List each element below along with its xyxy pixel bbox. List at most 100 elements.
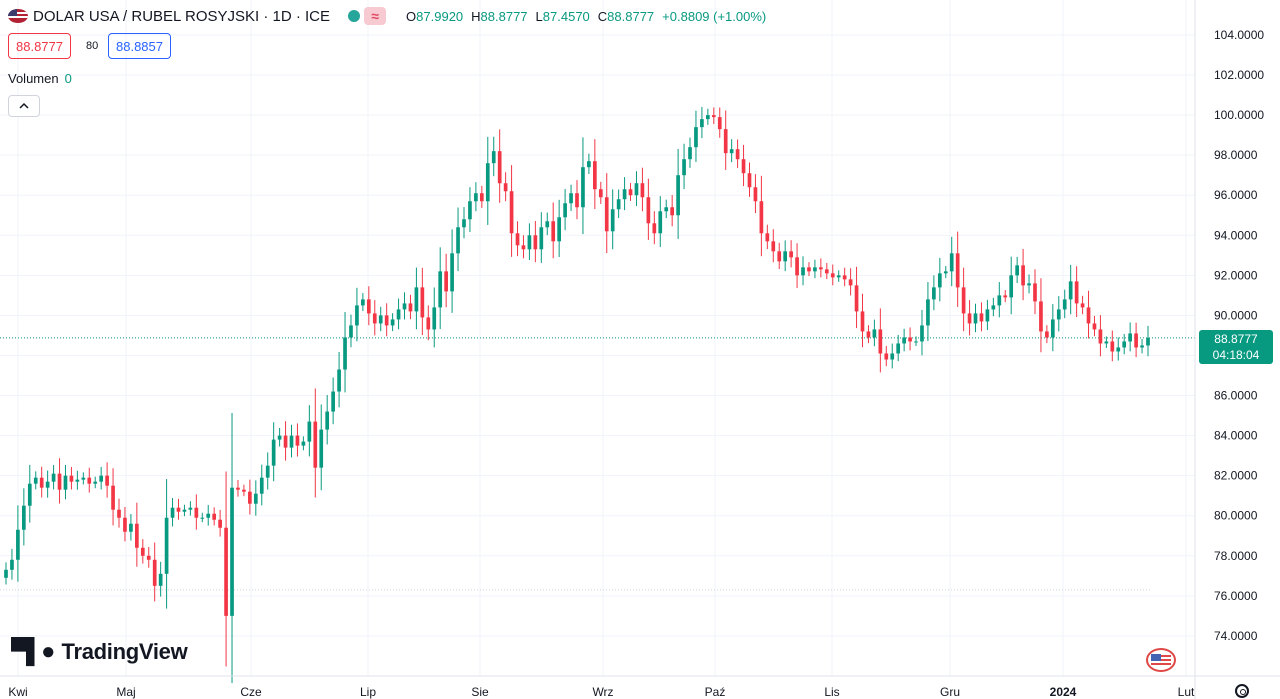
candle-body	[242, 489, 246, 492]
candle-body	[1086, 307, 1091, 324]
candle-body	[176, 507, 181, 512]
candle-body	[1104, 341, 1109, 344]
candle-body	[99, 475, 104, 482]
x-tick-label: Paź	[705, 685, 726, 699]
candle-body	[920, 325, 924, 342]
candle-body	[372, 313, 377, 324]
candle-body	[777, 251, 782, 262]
candle-body	[1128, 333, 1133, 342]
candle-body	[230, 487, 234, 616]
us-flag-icon	[8, 9, 28, 23]
candle-body	[194, 507, 199, 518]
candle-body	[462, 219, 466, 228]
buy-button[interactable]: 88.8857	[108, 33, 171, 59]
candle-body	[140, 547, 145, 556]
candle-body	[27, 483, 32, 506]
candle-body	[807, 267, 811, 272]
candle-body	[16, 529, 20, 560]
candle-body	[331, 391, 335, 412]
candle-body	[491, 151, 496, 164]
candle-body	[711, 115, 716, 118]
candle-body	[509, 191, 514, 234]
sell-button[interactable]: 88.8777	[8, 33, 71, 59]
candle-body	[551, 221, 556, 242]
y-tick-label: 98.0000	[1214, 148, 1258, 162]
candle-body	[848, 279, 853, 286]
candle-body	[860, 311, 865, 332]
candle-body	[313, 421, 318, 468]
candle-body	[325, 411, 330, 430]
candle-body	[81, 477, 86, 480]
candle-body	[592, 161, 597, 190]
candle-body	[967, 313, 972, 324]
us-economic-event-icon[interactable]	[1146, 648, 1176, 672]
candle-body	[378, 315, 383, 324]
candle-body	[914, 341, 918, 343]
candle-body	[723, 129, 728, 154]
candle-body	[206, 513, 211, 518]
candle-body	[1033, 283, 1037, 302]
candle-body	[973, 313, 978, 324]
candle-body	[301, 441, 306, 446]
current-price-value: 88.8777	[1214, 332, 1258, 346]
candle-body	[361, 299, 365, 306]
collapse-legend-button[interactable]	[8, 95, 40, 117]
candle-body	[349, 325, 353, 338]
y-tick-label: 90.0000	[1214, 308, 1258, 322]
candle-body	[123, 517, 127, 532]
candle-body	[384, 315, 389, 326]
candle-body	[1098, 329, 1103, 344]
candle-body	[503, 183, 508, 192]
tradingview-logo[interactable]: ▀▌● TradingView	[11, 638, 188, 666]
candle-body	[1110, 341, 1115, 352]
candle-body	[4, 569, 8, 578]
volume-legend[interactable]: Volumen 0	[8, 71, 72, 86]
market-status-icon[interactable]	[348, 10, 361, 22]
candle-body	[69, 475, 74, 482]
candle-body	[937, 273, 942, 288]
y-tick-label: 86.0000	[1214, 389, 1258, 403]
settings-gear-icon[interactable]	[1235, 684, 1249, 698]
y-tick-label: 74.0000	[1214, 629, 1258, 643]
candle-body	[212, 513, 217, 520]
candle-body	[1134, 333, 1138, 348]
candle-body	[39, 477, 44, 488]
ohlc-values: O87.9920 H88.8777 L87.4570 C88.8777 +0.8…	[406, 8, 767, 24]
candle-body	[949, 253, 954, 272]
indicator-toggle-icon[interactable]: ≈	[364, 7, 387, 25]
candle-body	[979, 313, 984, 322]
candle-body	[527, 235, 532, 250]
candle-body	[111, 485, 115, 510]
symbol-header[interactable]: DOLAR USA / RUBEL ROSYJSKI · 1D · ICE ≈ …	[8, 6, 766, 26]
candle-body	[1056, 309, 1061, 320]
spread-value: 80	[86, 40, 99, 52]
candle-body	[497, 151, 502, 184]
candle-body	[646, 197, 651, 224]
candle-body	[248, 491, 252, 504]
candle-body	[45, 481, 50, 488]
candle-body	[997, 295, 1002, 306]
candle-body	[824, 269, 829, 274]
candle-body	[878, 329, 883, 354]
candle-body	[1122, 341, 1127, 348]
candle-body	[563, 203, 567, 218]
candle-body	[218, 519, 222, 528]
candle-body	[1039, 301, 1043, 332]
candle-body	[747, 173, 752, 188]
candle-body	[164, 517, 169, 574]
candle-body	[57, 473, 62, 490]
candle-body	[830, 273, 835, 278]
candle-body	[682, 159, 686, 176]
candle-body	[432, 307, 437, 330]
candle-body	[961, 287, 966, 314]
candle-body	[819, 267, 823, 270]
y-tick-label: 92.0000	[1214, 268, 1258, 282]
x-tick-label: Lut	[1178, 685, 1195, 699]
candle-body	[634, 183, 639, 196]
candle-body	[610, 209, 615, 232]
candle-body	[1015, 265, 1019, 276]
candle-body	[408, 303, 413, 312]
candle-body	[414, 287, 419, 312]
candle-body	[182, 509, 187, 512]
